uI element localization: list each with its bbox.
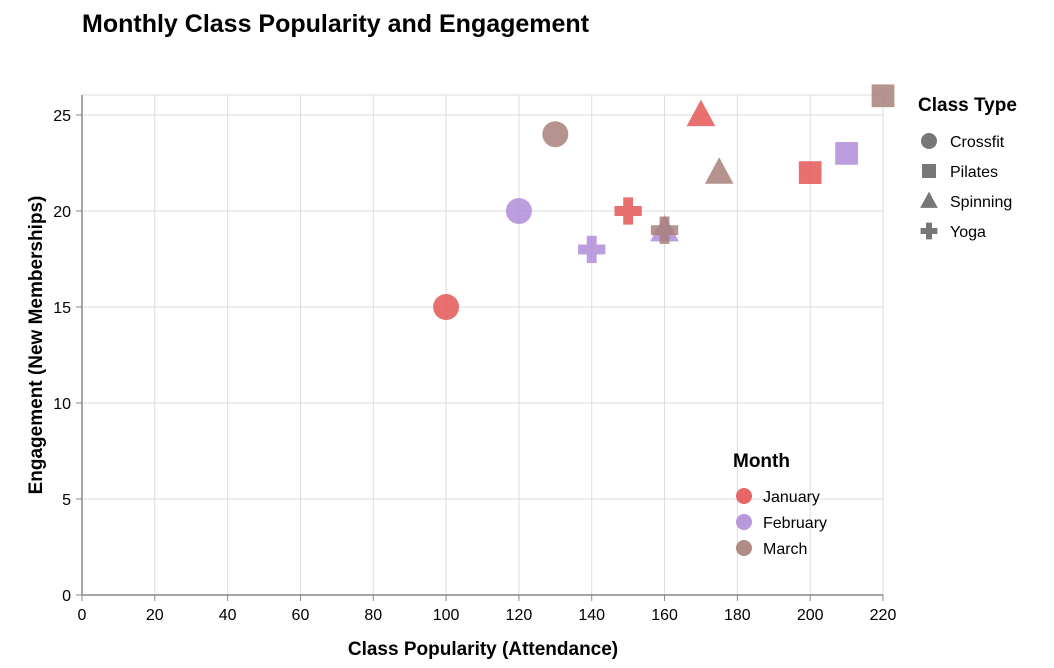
x-tick-label: 80 xyxy=(364,607,382,624)
y-axis-title: Engagement (New Memberships) xyxy=(26,196,47,495)
color-legend-title: Month xyxy=(733,451,790,472)
x-tick-label: 60 xyxy=(292,607,310,624)
x-tick-label: 140 xyxy=(578,607,605,624)
legend-square-icon xyxy=(922,164,936,178)
x-tick-label: 120 xyxy=(506,607,533,624)
point-january-crossfit xyxy=(433,294,460,320)
y-tick-label: 25 xyxy=(53,108,71,125)
shape-legend-label: Pilates xyxy=(950,164,998,181)
point-january-yoga xyxy=(614,197,642,225)
x-tick-label: 40 xyxy=(219,607,237,624)
y-tick-label: 0 xyxy=(62,588,71,605)
color-legend: Month January February March xyxy=(733,451,827,558)
color-legend-label: March xyxy=(763,541,807,558)
point-february-crossfit xyxy=(505,198,532,224)
x-axis-title: Class Popularity (Attendance) xyxy=(348,639,618,660)
chart-title: Monthly Class Popularity and Engagement xyxy=(82,10,590,38)
data-points xyxy=(433,84,895,320)
point-march-crossfit xyxy=(542,121,569,148)
shape-legend: Class Type Crossfit Pilates Spinning Yoga xyxy=(918,95,1017,241)
legend-swatch-march xyxy=(736,540,752,556)
x-tick-label: 200 xyxy=(797,607,824,624)
axes xyxy=(81,95,883,596)
grid xyxy=(82,94,884,595)
point-march-yoga xyxy=(650,216,679,244)
y-tick-label: 5 xyxy=(62,492,71,509)
x-tick-label: 220 xyxy=(870,607,897,624)
legend-swatch-february xyxy=(736,514,752,530)
point-february-yoga xyxy=(578,235,606,264)
point-january-pilates xyxy=(798,161,822,184)
shape-legend-label: Yoga xyxy=(950,224,986,241)
shape-legend-label: Spinning xyxy=(950,194,1012,211)
x-tick-label: 100 xyxy=(433,607,460,624)
color-legend-label: January xyxy=(763,489,820,506)
y-tick-label: 15 xyxy=(53,300,71,317)
legend-circle-icon xyxy=(921,133,937,149)
shape-legend-label: Crossfit xyxy=(950,134,1005,151)
x-ticks: 0 20 40 60 80 100 120 140 160 180 200 220 xyxy=(78,595,897,624)
legend-swatch-january xyxy=(736,488,752,504)
legend-cross-icon xyxy=(920,222,938,240)
x-tick-label: 160 xyxy=(651,607,678,624)
x-tick-label: 0 xyxy=(78,607,87,624)
color-legend-label: February xyxy=(763,515,827,532)
shape-legend-title: Class Type xyxy=(918,95,1017,116)
point-march-spinning xyxy=(704,157,734,184)
legend-triangle-icon xyxy=(920,191,938,208)
point-february-pilates xyxy=(835,142,858,165)
x-tick-label: 180 xyxy=(724,607,751,624)
x-tick-label: 20 xyxy=(146,607,164,624)
y-tick-label: 20 xyxy=(53,204,71,221)
point-january-spinning xyxy=(686,99,716,127)
y-tick-label: 10 xyxy=(53,396,71,413)
y-ticks: 0 5 10 15 20 25 xyxy=(53,108,82,605)
point-march-pilates xyxy=(871,84,895,108)
